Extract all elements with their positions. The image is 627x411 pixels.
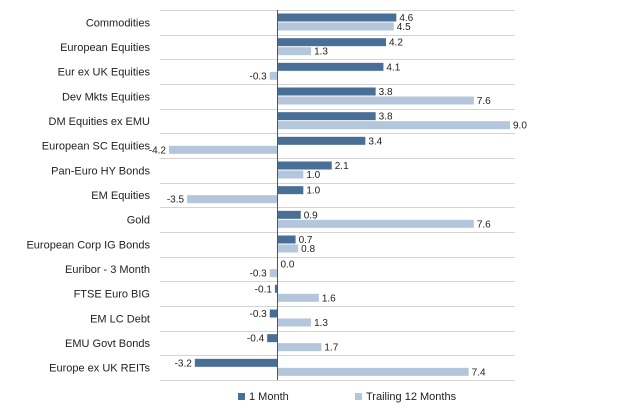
legend-label-1-month: 1 Month: [249, 391, 289, 403]
bar-trailing-12-months: [269, 269, 278, 278]
data-label-trailing-12-months: 7.4: [472, 367, 486, 378]
category-label: DM Equities ex EMU: [49, 116, 151, 128]
category-label: Dev Mkts Equities: [62, 91, 151, 103]
data-label-1-month: 0.9: [304, 210, 318, 221]
data-label-1-month: -0.3: [250, 309, 268, 320]
category-label: Pan-Euro HY Bonds: [51, 165, 150, 177]
data-label-1-month: -3.2: [175, 358, 193, 369]
data-label-1-month: -0.1: [255, 284, 273, 295]
bar-trailing-12-months: [277, 367, 469, 376]
data-label-trailing-12-months: 9.0: [513, 121, 527, 132]
category-label: FTSE Euro BIG: [74, 289, 150, 301]
data-label-trailing-12-months: 0.8: [301, 244, 315, 255]
category-label: EM Equities: [91, 190, 150, 202]
category-label: Commodities: [86, 17, 151, 29]
data-label-trailing-12-months: 1.3: [314, 47, 328, 58]
legend: 1 Month Trailing 12 Months: [238, 391, 457, 403]
bar-trailing-12-months: [277, 96, 474, 105]
category-labels: Commodities European Equities Eur ex UK Eq…: [26, 17, 150, 374]
category-label: European SC Equities: [42, 141, 151, 153]
category-label: EMU Govt Bonds: [65, 338, 150, 350]
bar-1-month: [277, 87, 376, 96]
category-label: Europe ex UK REITs: [49, 363, 150, 375]
data-label-1-month: 3.8: [379, 112, 393, 123]
category-label: Gold: [127, 215, 150, 227]
data-label-trailing-12-months: 1.0: [306, 170, 320, 181]
bar-trailing-12-months: [277, 219, 474, 228]
bar-1-month: [194, 358, 278, 367]
category-label: European Corp IG Bonds: [26, 239, 150, 251]
bar-1-month: [277, 136, 366, 145]
data-label-1-month: 4.1: [386, 62, 400, 73]
data-label-1-month: -0.4: [247, 334, 265, 345]
bar-1-month: [267, 334, 278, 343]
category-label: Eur ex UK Equities: [58, 67, 151, 79]
data-label-trailing-12-months: 1.7: [324, 343, 338, 354]
data-label-1-month: 4.2: [389, 38, 403, 49]
data-label-1-month: 1.0: [306, 186, 320, 197]
bar-trailing-12-months: [277, 343, 322, 352]
data-label-trailing-12-months: 7.6: [477, 219, 491, 230]
bar-trailing-12-months: [277, 170, 304, 179]
bars: [169, 13, 510, 376]
category-label: Euribor - 3 Month: [65, 264, 150, 276]
legend-swatch-1-month: [238, 393, 245, 400]
bar-trailing-12-months: [277, 22, 394, 31]
bar-1-month: [277, 186, 304, 195]
data-label-trailing-12-months: 1.6: [322, 293, 336, 304]
data-label-trailing-12-months: -0.3: [250, 71, 268, 82]
data-label-1-month: 0.0: [281, 260, 295, 271]
gridlines: [160, 10, 515, 381]
data-labels: 4.64.5 4.2 1.3 4.1 -0.3 3.8 7.6 3.8 9.0 3.4 -4.2 2.…: [149, 13, 528, 378]
category-label: European Equities: [60, 42, 150, 54]
data-label-1-month: 0.7: [299, 235, 313, 246]
bar-trailing-12-months: [277, 244, 299, 253]
bar-1-month: [277, 38, 386, 47]
data-label-trailing-12-months: 7.6: [477, 96, 491, 107]
data-label-1-month: 4.6: [399, 13, 413, 24]
data-label-trailing-12-months: 4.5: [397, 22, 411, 33]
bar-trailing-12-months: [187, 195, 278, 204]
bar-1-month: [274, 284, 278, 293]
data-label-trailing-12-months: 1.3: [314, 318, 328, 329]
bar-trailing-12-months: [277, 293, 319, 302]
data-label-trailing-12-months: -3.5: [167, 195, 185, 206]
bar-trailing-12-months: [269, 71, 278, 80]
bar-1-month: [277, 62, 384, 71]
legend-label-trailing-12-months: Trailing 12 Months: [366, 391, 457, 403]
legend-swatch-trailing-12-months: [355, 393, 362, 400]
bar-1-month: [277, 235, 296, 244]
data-label-1-month: 3.4: [368, 136, 382, 147]
data-label-trailing-12-months: -0.3: [250, 269, 268, 280]
bar-1-month: [277, 112, 376, 121]
bar-1-month: [277, 210, 301, 219]
category-label: EM LC Debt: [90, 313, 150, 325]
bar-1-month: [277, 13, 397, 22]
bar-trailing-12-months: [277, 318, 312, 327]
data-label-trailing-12-months: -4.2: [149, 145, 167, 156]
data-label-1-month: 3.8: [379, 87, 393, 98]
bar-trailing-12-months: [277, 121, 510, 130]
bar-trailing-12-months: [277, 47, 312, 56]
data-label-1-month: 2.1: [335, 161, 349, 172]
bar-1-month: [277, 161, 332, 170]
bar-trailing-12-months: [169, 145, 278, 154]
bar-1-month: [269, 309, 278, 318]
